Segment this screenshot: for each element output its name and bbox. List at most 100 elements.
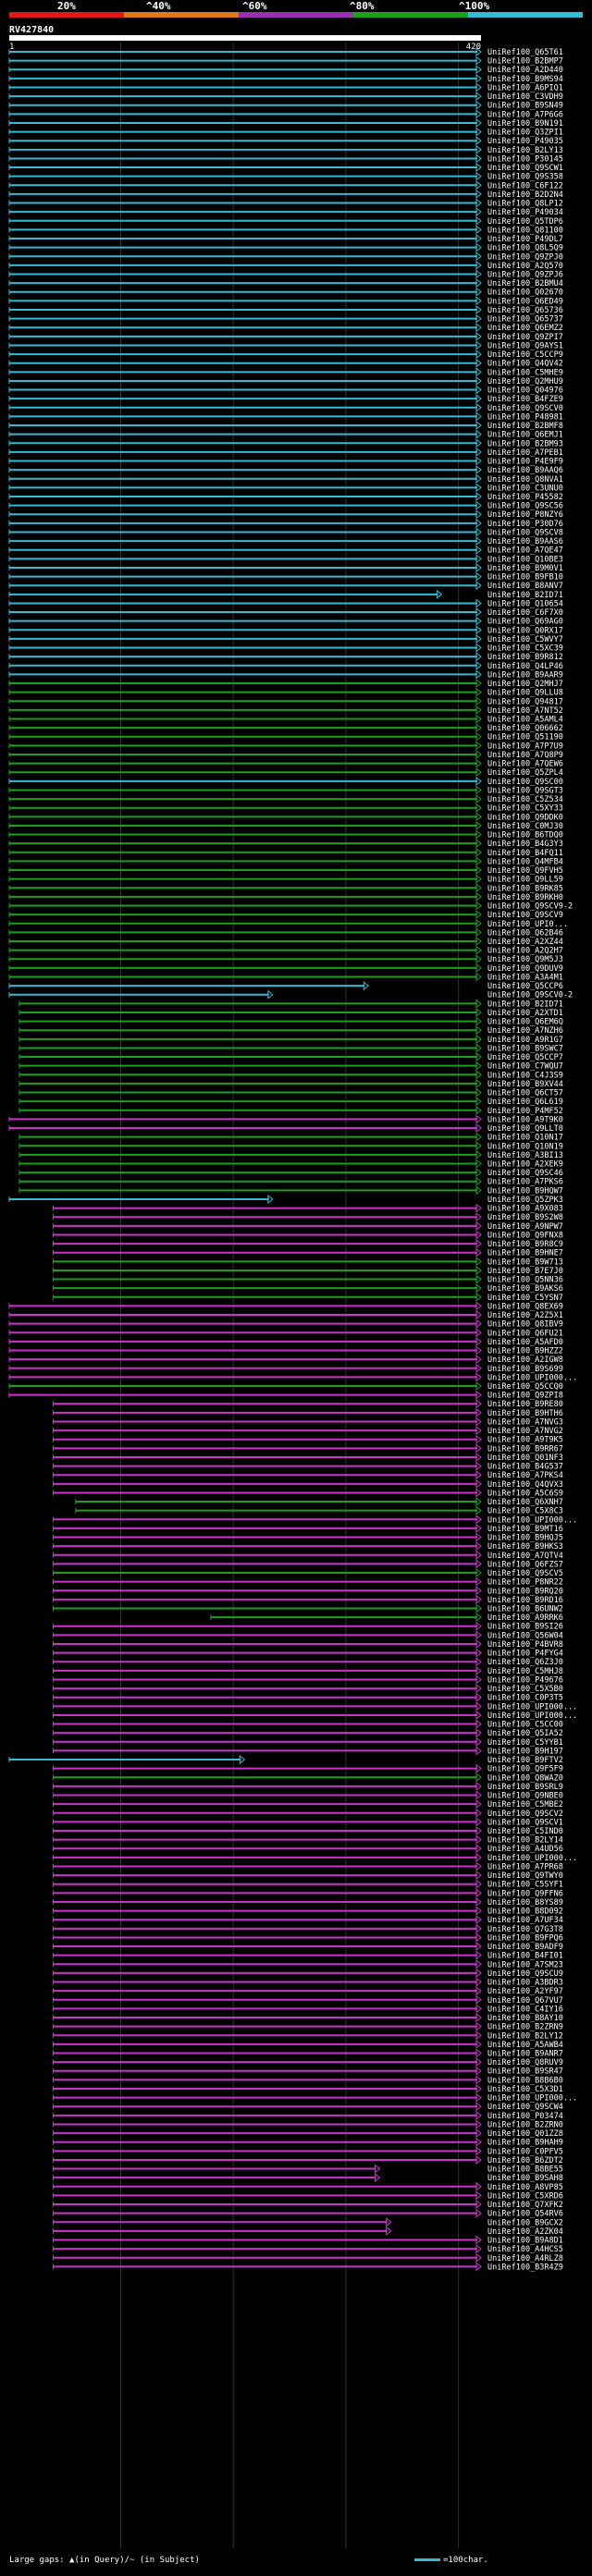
hit-label[interactable]: UniRef100_B8B6B0 <box>487 2076 563 2085</box>
hit-label[interactable]: UniRef100_A7P7U9 <box>487 742 563 751</box>
hit-label[interactable]: UniRef100_B9AAR9 <box>487 670 563 680</box>
alignment-hit-row[interactable]: UniRef100_B2BM93 <box>8 438 563 448</box>
hit-label[interactable]: UniRef100_B9HQJ5 <box>487 1534 563 1543</box>
alignment-hit-row[interactable]: UniRef100_B9HKS3 <box>52 1541 563 1552</box>
hit-label[interactable]: UniRef100_UPI000... <box>487 2094 577 2104</box>
hit-label[interactable]: UniRef100_Q9TWY0 <box>487 1871 563 1881</box>
hit-label[interactable]: UniRef100_Q9SCV9-2 <box>487 902 573 912</box>
alignment-hit-row[interactable]: UniRef100_B6ZDT2 <box>52 2154 563 2165</box>
hit-label[interactable]: UniRef100_C0MJ30 <box>487 822 563 831</box>
alignment-hit-row[interactable]: UniRef100_Q01NF3 <box>52 1452 563 1463</box>
alignment-hit-row[interactable]: UniRef100_B4FQ11 <box>8 847 563 858</box>
hit-label[interactable]: UniRef100_C6F7X0 <box>487 608 563 618</box>
hit-label[interactable]: UniRef100_C3UNU0 <box>487 484 563 493</box>
hit-label[interactable]: UniRef100_C5XY33 <box>487 804 563 814</box>
alignment-hit-row[interactable]: UniRef100_C5CCP9 <box>8 350 563 360</box>
hit-label[interactable]: UniRef100_Q9SCV5 <box>487 1569 563 1578</box>
hit-label[interactable]: UniRef100_B6UNW2 <box>487 1605 563 1614</box>
hit-label[interactable]: UniRef100_C5XRD6 <box>487 2191 563 2201</box>
alignment-hit-row[interactable]: UniRef100_A7P6G6 <box>8 109 563 119</box>
alignment-hit-row[interactable]: UniRef100_B9XV44 <box>18 1078 563 1089</box>
alignment-hit-row[interactable]: UniRef100_Q9SGT3 <box>8 785 563 795</box>
hit-label[interactable]: UniRef100_B9RD16 <box>487 1596 563 1605</box>
hit-label[interactable]: UniRef100_B4FZE9 <box>487 395 563 404</box>
hit-label[interactable]: UniRef100_C5WVY7 <box>487 635 563 644</box>
hit-label[interactable]: UniRef100_A5AML4 <box>487 716 563 725</box>
hit-label[interactable]: UniRef100_B8BE55 <box>487 2165 563 2175</box>
alignment-hit-row[interactable]: UniRef100_A5AML4 <box>8 714 563 725</box>
hit-label[interactable]: UniRef100_C5CC00 <box>487 1721 563 1730</box>
alignment-hit-row[interactable]: UniRef100_Q8L5Q9 <box>8 242 563 253</box>
alignment-hit-row[interactable]: UniRef100_Q3ZPI1 <box>8 127 563 138</box>
hit-label[interactable]: UniRef100_B9HQW7 <box>487 1186 563 1196</box>
alignment-hit-row[interactable]: UniRef100_Q4QVX3 <box>52 1478 563 1490</box>
alignment-hit-row[interactable]: UniRef100_B9S699 <box>8 1363 563 1374</box>
hit-label[interactable]: UniRef100_A7NVG3 <box>487 1417 563 1427</box>
alignment-hit-row[interactable]: UniRef100_A7Q8P9 <box>8 749 563 760</box>
alignment-hit-row[interactable]: UniRef100_UPI000... <box>52 2092 577 2104</box>
hit-label[interactable]: UniRef100_B9GCX2 <box>487 2218 563 2227</box>
alignment-hit-row[interactable]: UniRef100_Q9ZPI8 <box>8 1390 563 1401</box>
alignment-hit-row[interactable]: UniRef100_UPI000... <box>52 1515 577 1525</box>
alignment-hit-row[interactable]: UniRef100_Q9TWY0 <box>52 1871 563 1881</box>
alignment-hit-row[interactable]: UniRef100_B4G3Y3 <box>8 839 563 849</box>
hit-label[interactable]: UniRef100_Q7XFK2 <box>487 2201 563 2210</box>
hit-label[interactable]: UniRef100_Q9SC56 <box>487 502 563 511</box>
hit-label[interactable]: UniRef100_B9SN49 <box>487 102 563 111</box>
hit-label[interactable]: UniRef100_Q9ZPJ6 <box>487 271 563 280</box>
hit-label[interactable]: UniRef100_A2Z5X1 <box>487 1311 563 1320</box>
alignment-hit-row[interactable]: UniRef100_C5CC00 <box>52 1719 563 1730</box>
hit-label[interactable]: UniRef100_C5YSN7 <box>487 1294 563 1303</box>
hit-label[interactable]: UniRef100_B2ID71 <box>487 1000 563 1009</box>
alignment-hit-row[interactable]: UniRef100_UPI000... <box>52 1710 577 1721</box>
hit-label[interactable]: UniRef100_B9FPQ6 <box>487 1933 563 1943</box>
hit-label[interactable]: UniRef100_Q9SCV0 <box>487 404 563 413</box>
hit-label[interactable]: UniRef100_A7PKS6 <box>487 1178 563 1187</box>
hit-label[interactable]: UniRef100_Q10654 <box>487 599 563 608</box>
hit-label[interactable]: UniRef100_A5AFD0 <box>487 1338 563 1347</box>
hit-label[interactable]: UniRef100_B9FB10 <box>487 573 563 583</box>
hit-label[interactable]: UniRef100_B2LY12 <box>487 2031 563 2041</box>
hit-label[interactable]: UniRef100_Q01ZZ8 <box>487 2129 563 2139</box>
hit-label[interactable]: UniRef100_P4FYG4 <box>487 1650 563 1659</box>
alignment-hit-row[interactable]: UniRef100_B9RR67 <box>52 1443 563 1454</box>
alignment-hit-row[interactable]: UniRef100_Q7G3T8 <box>52 1923 563 1934</box>
hit-label[interactable]: UniRef100_Q9S358 <box>487 173 563 182</box>
alignment-hit-row[interactable]: UniRef100_B2ZRN0 <box>52 2119 563 2129</box>
hit-label[interactable]: UniRef100_C5X5B0 <box>487 1685 563 1694</box>
alignment-hit-row[interactable]: UniRef100_B2LY13 <box>8 144 563 155</box>
alignment-hit-row[interactable]: UniRef100_Q9SCV0-2 <box>8 989 573 1000</box>
hit-label[interactable]: UniRef100_Q5ZPK3 <box>487 1196 563 1205</box>
hit-label[interactable]: UniRef100_Q6EM6Q <box>487 1018 563 1027</box>
alignment-hit-row[interactable]: UniRef100_B2LY12 <box>52 2030 563 2041</box>
hit-label[interactable]: UniRef100_C4IY16 <box>487 2005 563 2014</box>
alignment-hit-row[interactable]: UniRef100_B9SN49 <box>8 100 563 111</box>
hit-label[interactable]: UniRef100_Q02670 <box>487 288 563 298</box>
alignment-hit-row[interactable]: UniRef100_Q0RX17 <box>8 625 563 635</box>
alignment-hit-row[interactable]: UniRef100_B2LY14 <box>52 1834 563 1846</box>
hit-label[interactable]: UniRef100_B4FQ11 <box>487 849 563 858</box>
hit-label[interactable]: UniRef100_B2ZRN0 <box>487 2120 563 2129</box>
hit-label[interactable]: UniRef100_B9HNE7 <box>487 1249 563 1258</box>
hit-label[interactable]: UniRef100_Q5TDP6 <box>487 217 563 227</box>
hit-label[interactable]: UniRef100_Q9LLT0 <box>487 1124 563 1134</box>
hit-label[interactable]: UniRef100_A9T9K0 <box>487 1115 563 1124</box>
hit-label[interactable]: UniRef100_B2BMF8 <box>487 422 563 431</box>
hit-label[interactable]: UniRef100_B9RK85 <box>487 884 563 893</box>
hit-label[interactable]: UniRef100_Q9F5F9 <box>487 1765 563 1774</box>
alignment-hit-row[interactable]: UniRef100_A6PIQ1 <box>8 82 563 92</box>
alignment-hit-row[interactable]: UniRef100_UPI000... <box>8 1372 577 1382</box>
alignment-hit-row[interactable]: UniRef100_P49035 <box>8 136 563 146</box>
hit-label[interactable]: UniRef100_Q2MHJ7 <box>487 680 563 689</box>
alignment-hit-row[interactable]: UniRef100_B9SI26 <box>52 1621 563 1632</box>
alignment-hit-row[interactable]: UniRef100_B9HQW7 <box>18 1185 563 1196</box>
hit-label[interactable]: UniRef100_P03474 <box>487 2112 563 2121</box>
hit-label[interactable]: UniRef100_Q9ZPI8 <box>487 1392 563 1401</box>
hit-label[interactable]: UniRef100_Q8IBV9 <box>487 1320 563 1330</box>
hit-label[interactable]: UniRef100_B2BMU4 <box>487 279 563 288</box>
hit-label[interactable]: UniRef100_Q9SGT3 <box>487 786 563 795</box>
alignment-hit-row[interactable]: UniRef100_A7NVG2 <box>52 1426 563 1436</box>
alignment-hit-row[interactable]: UniRef100_Q56W04 <box>52 1630 563 1640</box>
hit-label[interactable]: UniRef100_Q3ZPI1 <box>487 129 563 138</box>
alignment-hit-row[interactable]: UniRef100_A8VP85 <box>52 2181 563 2192</box>
